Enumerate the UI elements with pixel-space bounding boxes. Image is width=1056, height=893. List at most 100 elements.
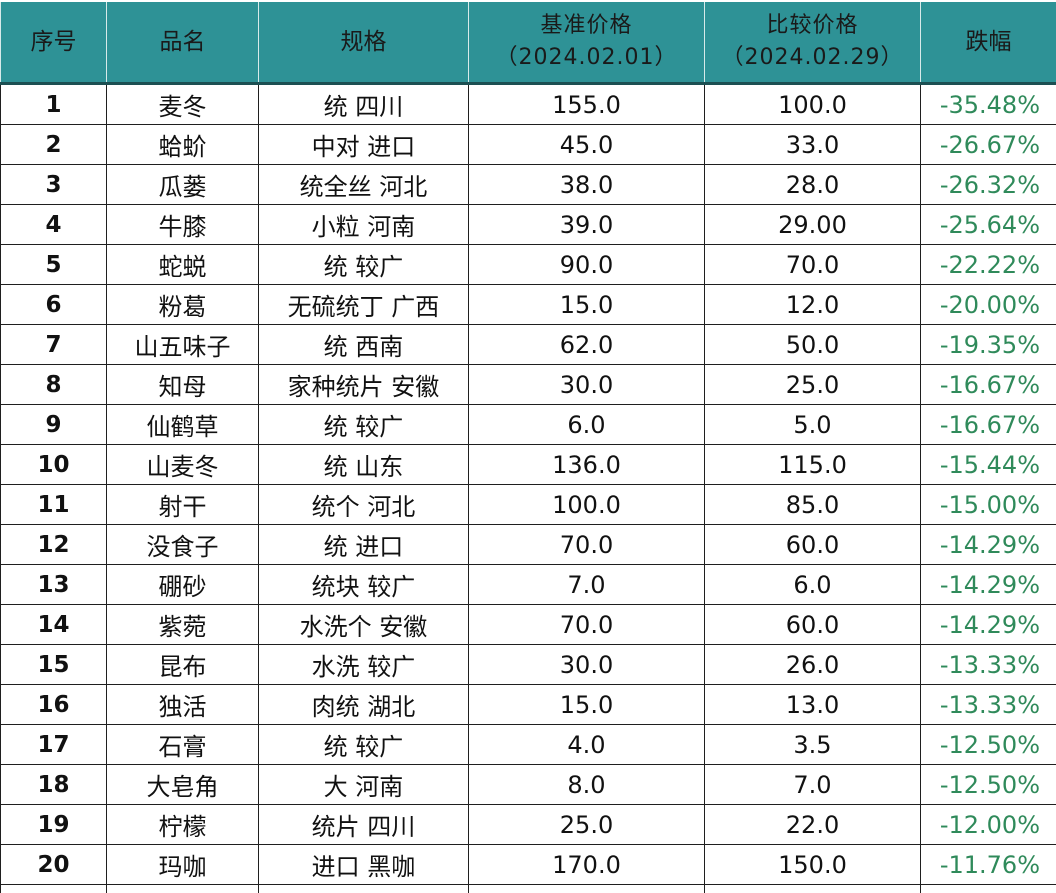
header-spec: 规格 — [259, 2, 469, 84]
cell-spec: 水洗个 安徽 — [259, 605, 469, 645]
cell-base-price: 38.0 — [469, 165, 705, 205]
cell-change: -25.64% — [921, 205, 1056, 245]
cell-spec: 统片 四川 — [259, 805, 469, 845]
cell-spec: 大 河南 — [259, 765, 469, 805]
header-base-price-label: 基准价格 — [469, 10, 704, 42]
cell-name: 昆布 — [107, 645, 259, 685]
cell-change: -12.50% — [921, 765, 1056, 805]
cell-base-price: 15.0 — [469, 285, 705, 325]
cell-change: -20.00% — [921, 285, 1056, 325]
cell-compare-price: 100.0 — [705, 84, 921, 125]
cell-change: -19.35% — [921, 325, 1056, 365]
cell-name: 山麦冬 — [107, 445, 259, 485]
cell-compare-price: 3.5 — [705, 725, 921, 765]
cell-no: 19 — [1, 805, 107, 845]
cell-change: -14.29% — [921, 565, 1056, 605]
cell-base-price: 155.0 — [469, 84, 705, 125]
cell-spec: 统 较广 — [259, 245, 469, 285]
cell-base-price: 30.0 — [469, 365, 705, 405]
cell-name: 山五味子 — [107, 325, 259, 365]
cell-name: 柠檬 — [107, 805, 259, 845]
cell-compare-price: 6.0 — [705, 565, 921, 605]
cell-spec: 统 较广 — [259, 725, 469, 765]
cell-change: -15.44% — [921, 445, 1056, 485]
cell-spec: 水洗 较广 — [259, 645, 469, 685]
cell-name: 紫菀 — [107, 605, 259, 645]
cell-spec: 统块 较广 — [259, 565, 469, 605]
cell-compare-price: 150.0 — [705, 845, 921, 885]
cell-change: -12.00% — [921, 805, 1056, 845]
cell-no: 8 — [1, 365, 107, 405]
cell-spec: 统全丝 河北 — [259, 165, 469, 205]
cell-no: 6 — [1, 285, 107, 325]
cell-spec: 统 四川 — [259, 84, 469, 125]
cell-no: 2 — [1, 125, 107, 165]
cell-change: -13.33% — [921, 685, 1056, 725]
cell-compare-price: 22.0 — [705, 805, 921, 845]
cell-base-price: 70.0 — [469, 605, 705, 645]
cell-compare-price: 28.0 — [705, 165, 921, 205]
cell-base-price: 39.0 — [469, 205, 705, 245]
cell-base-price: 6.0 — [469, 405, 705, 445]
cell-name: 蛇蜕 — [107, 245, 259, 285]
cell-no: 15 — [1, 645, 107, 685]
cell-change: -26.67% — [921, 125, 1056, 165]
cell-base-price: 70.0 — [469, 525, 705, 565]
cell-spec: 进口 黑咖 — [259, 845, 469, 885]
cell-no: 11 — [1, 485, 107, 525]
cell-base-price: 4.0 — [469, 725, 705, 765]
cell-name: 射干 — [107, 485, 259, 525]
cell-empty — [921, 885, 1056, 893]
cell-no: 17 — [1, 725, 107, 765]
cell-change: -12.50% — [921, 725, 1056, 765]
cell-base-price: 90.0 — [469, 245, 705, 285]
cell-compare-price: 25.0 — [705, 365, 921, 405]
cell-base-price: 25.0 — [469, 805, 705, 845]
cell-no: 12 — [1, 525, 107, 565]
cell-compare-price: 5.0 — [705, 405, 921, 445]
cell-no: 3 — [1, 165, 107, 205]
header-compare-date: （2024.02.29） — [705, 42, 920, 74]
cell-name: 麦冬 — [107, 84, 259, 125]
cell-name: 硼砂 — [107, 565, 259, 605]
cell-empty — [469, 885, 705, 893]
cell-change: -15.00% — [921, 485, 1056, 525]
cell-empty — [1, 885, 107, 893]
cell-empty — [705, 885, 921, 893]
header-row: 序号 品名 规格 基准价格 （2024.02.01） 比较价格 （2024.02… — [1, 2, 1056, 84]
cell-change: -35.48% — [921, 84, 1056, 125]
header-no: 序号 — [1, 2, 107, 84]
cell-name: 牛膝 — [107, 205, 259, 245]
cell-compare-price: 50.0 — [705, 325, 921, 365]
cell-compare-price: 12.0 — [705, 285, 921, 325]
cell-empty — [107, 885, 259, 893]
cell-name: 粉葛 — [107, 285, 259, 325]
cell-no: 14 — [1, 605, 107, 645]
cell-change: -14.29% — [921, 605, 1056, 645]
header-compare-price-label: 比较价格 — [705, 10, 920, 42]
cell-change: -13.33% — [921, 645, 1056, 685]
cell-compare-price: 26.0 — [705, 645, 921, 685]
cell-spec: 统 较广 — [259, 405, 469, 445]
cell-compare-price: 60.0 — [705, 605, 921, 645]
cell-no: 4 — [1, 205, 107, 245]
cell-name: 大皂角 — [107, 765, 259, 805]
cell-change: -14.29% — [921, 525, 1056, 565]
header-name: 品名 — [107, 2, 259, 84]
cell-name: 石膏 — [107, 725, 259, 765]
table-row-partial — [1, 885, 1056, 893]
cell-compare-price: 115.0 — [705, 445, 921, 485]
cell-no: 10 — [1, 445, 107, 485]
